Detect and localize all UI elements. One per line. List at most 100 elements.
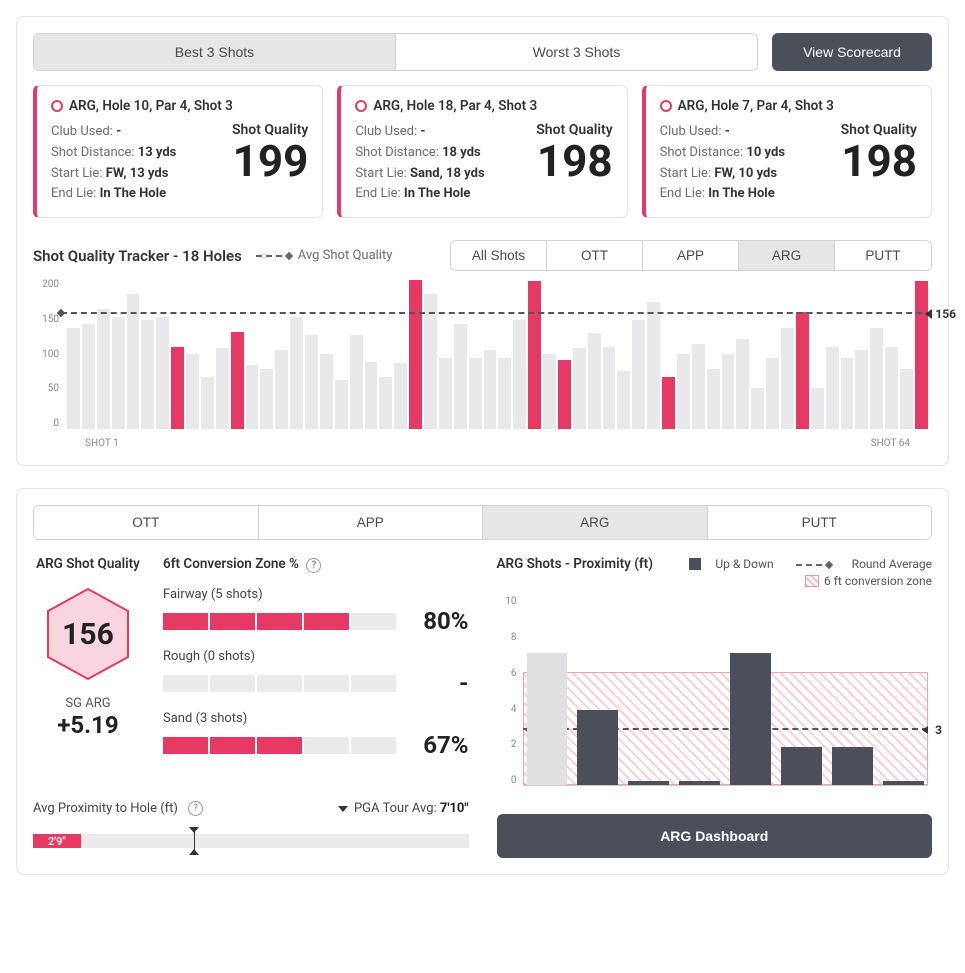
tracker-bar[interactable] <box>900 369 913 429</box>
bottom-tab-ott[interactable]: OTT <box>34 506 259 539</box>
tracker-bar[interactable] <box>290 317 303 430</box>
tracker-bar[interactable] <box>647 302 660 430</box>
sg-value: +5.19 <box>33 711 143 739</box>
tracker-bar[interactable] <box>365 362 378 430</box>
sg-label: SG ARG <box>33 696 143 711</box>
tracker-bar[interactable] <box>469 358 482 429</box>
shot-card[interactable]: ARG, Hole 10, Par 4, Shot 3 Club Used: -… <box>33 85 323 218</box>
tracker-bar[interactable] <box>231 332 244 430</box>
tracker-bar[interactable] <box>677 354 690 429</box>
tracker-tab-arg[interactable]: ARG <box>739 241 835 270</box>
tracker-bar[interactable] <box>736 339 749 429</box>
tab-best-shots[interactable]: Best 3 Shots <box>34 34 396 70</box>
help-icon[interactable]: ? <box>306 558 321 573</box>
avg-prox-fill: 2'9" <box>33 834 81 848</box>
prox-bar[interactable] <box>679 781 720 785</box>
pga-avg: PGA Tour Avg: 7'10" <box>338 801 469 816</box>
tracker-bar[interactable] <box>141 320 154 429</box>
tracker-tab-all-shots[interactable]: All Shots <box>451 241 547 270</box>
tracker-bar[interactable] <box>275 350 288 429</box>
prox-bar[interactable] <box>883 781 924 785</box>
tracker-bar[interactable] <box>855 350 868 429</box>
tracker-bar[interactable] <box>67 328 80 429</box>
tracker-bar[interactable] <box>439 358 452 429</box>
legend-round-avg: Round Average <box>852 557 932 571</box>
tracker-bar[interactable] <box>751 388 764 429</box>
help-icon[interactable]: ? <box>188 801 203 816</box>
tracker-bar[interactable] <box>811 388 824 429</box>
conversion-title-text: 6ft Conversion Zone % <box>163 556 299 572</box>
view-scorecard-button[interactable]: View Scorecard <box>772 33 932 71</box>
tracker-category-tabs: All ShotsOTTAPPARGPUTT <box>450 240 932 271</box>
tracker-bar[interactable] <box>722 354 735 429</box>
tracker-bar[interactable] <box>305 335 318 429</box>
hex-badge: 156 <box>43 586 133 682</box>
tracker-bar[interactable] <box>112 317 125 430</box>
tracker-bar[interactable] <box>885 347 898 430</box>
shots-toggle: Best 3 Shots Worst 3 Shots <box>33 33 758 71</box>
bottom-tab-app[interactable]: APP <box>259 506 484 539</box>
tracker-bar[interactable] <box>870 328 883 429</box>
tracker-bar[interactable] <box>454 324 467 429</box>
tracker-bar[interactable] <box>707 369 720 429</box>
tracker-bar[interactable] <box>588 333 601 429</box>
tracker-bar[interactable] <box>692 344 705 430</box>
prox-bar[interactable] <box>628 781 669 785</box>
tracker-bar[interactable] <box>543 354 556 429</box>
tracker-bar[interactable] <box>171 347 184 430</box>
tracker-bar[interactable] <box>97 309 110 429</box>
avg-legend-label: Avg Shot Quality <box>298 248 393 263</box>
shot-card[interactable]: ARG, Hole 18, Par 4, Shot 3 Club Used: -… <box>337 85 627 218</box>
tracker-bar[interactable] <box>573 348 586 429</box>
tracker-bar[interactable] <box>662 377 675 430</box>
prox-bar[interactable] <box>781 747 822 785</box>
tracker-bar[interactable] <box>528 281 541 430</box>
tracker-bar[interactable] <box>260 369 273 429</box>
prox-bar[interactable] <box>832 747 873 785</box>
tracker-bar[interactable] <box>127 294 140 429</box>
tracker-bar[interactable] <box>513 320 526 429</box>
tracker-bar[interactable] <box>409 280 422 429</box>
arg-dashboard-button[interactable]: ARG Dashboard <box>497 814 933 858</box>
tracker-bar[interactable] <box>424 294 437 429</box>
tracker-tab-ott[interactable]: OTT <box>547 241 643 270</box>
tracker-bar[interactable] <box>915 281 928 430</box>
tracker-bar[interactable] <box>156 317 169 430</box>
square-icon <box>689 558 701 570</box>
tracker-bar[interactable] <box>632 320 645 429</box>
tracker-bar[interactable] <box>498 358 511 429</box>
tracker-tab-putt[interactable]: PUTT <box>835 241 931 270</box>
marker-icon <box>338 806 348 812</box>
tracker-bar[interactable] <box>841 358 854 429</box>
tracker-bar[interactable] <box>484 350 497 429</box>
tracker-bar[interactable] <box>350 335 363 429</box>
tab-worst-shots[interactable]: Worst 3 Shots <box>396 34 757 70</box>
tracker-y-axis: 200150100500 <box>33 279 59 429</box>
tracker-bar[interactable] <box>796 312 809 429</box>
tracker-bar[interactable] <box>394 363 407 429</box>
tracker-bar[interactable] <box>558 360 571 429</box>
tracker-bar[interactable] <box>379 377 392 430</box>
bottom-tab-putt[interactable]: PUTT <box>708 506 932 539</box>
tracker-bar[interactable] <box>320 354 333 429</box>
prox-bar[interactable] <box>527 653 568 785</box>
bottom-tab-arg[interactable]: ARG <box>483 506 708 539</box>
tracker-bar[interactable] <box>246 365 259 429</box>
tracker-bar[interactable] <box>826 347 839 430</box>
tracker-bar[interactable] <box>781 328 794 429</box>
shot-card[interactable]: ARG, Hole 7, Par 4, Shot 3 Club Used: - … <box>642 85 932 218</box>
tracker-bar[interactable] <box>186 354 199 429</box>
tracker-bar[interactable] <box>216 348 229 429</box>
tracker-bar[interactable] <box>766 358 779 429</box>
segment-bar <box>163 737 397 754</box>
tracker-bar[interactable] <box>82 324 95 429</box>
prox-bar[interactable] <box>730 653 771 785</box>
tracker-bar[interactable] <box>617 371 630 430</box>
shot-quality: Shot Quality 198 <box>841 122 917 205</box>
tracker-bar[interactable] <box>603 347 616 430</box>
tracker-bar[interactable] <box>335 380 348 429</box>
tracker-tab-app[interactable]: APP <box>643 241 739 270</box>
arg-quality-title: ARG Shot Quality <box>33 556 143 572</box>
tracker-bar[interactable] <box>201 377 214 430</box>
prox-bar[interactable] <box>577 710 618 786</box>
